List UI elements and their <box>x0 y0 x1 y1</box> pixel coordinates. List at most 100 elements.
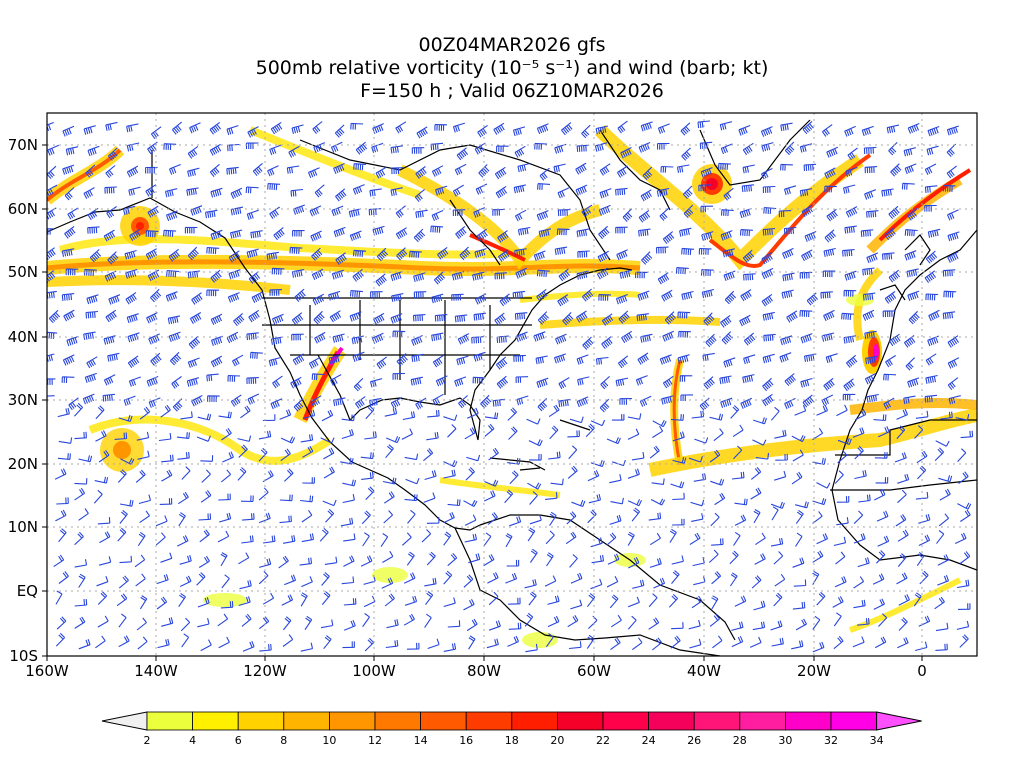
wind-barb <box>734 514 747 526</box>
wind-barb <box>783 226 797 235</box>
wind-barb <box>349 230 362 241</box>
wind-barb <box>536 377 549 388</box>
wind-barb <box>943 290 957 298</box>
wind-barb <box>85 310 99 319</box>
wind-barb <box>660 165 674 173</box>
wind-barb <box>237 467 247 481</box>
wind-barb <box>136 431 150 441</box>
wind-barb <box>47 184 58 197</box>
wind-barb <box>64 187 75 201</box>
wind-barb <box>313 310 325 325</box>
wind-barb <box>904 229 918 237</box>
wind-barb <box>955 413 970 421</box>
wind-barb <box>516 395 529 406</box>
colorbar-swatch <box>648 711 695 731</box>
colorbar-label: 8 <box>280 734 287 747</box>
wind-barb <box>947 231 960 242</box>
wind-barb <box>301 576 313 588</box>
wind-barb <box>780 122 793 132</box>
wind-barb <box>816 404 829 416</box>
wind-barb <box>483 554 495 567</box>
wind-barb <box>898 617 908 631</box>
wind-barb <box>128 186 141 196</box>
wind-barb <box>565 531 577 545</box>
wind-barb <box>653 577 666 589</box>
wind-barb <box>749 636 762 648</box>
wind-barb <box>180 617 191 632</box>
wind-barb <box>616 165 628 178</box>
wind-barb <box>882 310 896 318</box>
wind-barb <box>946 165 958 179</box>
wind-barb <box>770 501 785 509</box>
wind-barb <box>237 435 252 442</box>
wind-barb <box>239 579 252 590</box>
wind-barb <box>210 187 223 198</box>
wind-barb <box>281 594 294 606</box>
wind-barb <box>682 185 693 199</box>
wind-barb <box>719 121 733 131</box>
wind-barb <box>363 595 376 608</box>
wind-barb <box>795 618 807 631</box>
wind-barb <box>365 405 375 420</box>
wind-barb <box>107 352 120 362</box>
wind-barb <box>381 577 394 589</box>
wind-barb <box>529 491 538 505</box>
wind-barb <box>333 397 346 407</box>
wind-barb <box>99 531 111 544</box>
wind-barb <box>771 637 784 647</box>
wind-barb <box>770 620 783 631</box>
wind-barb <box>97 517 111 525</box>
wind-barb <box>508 597 521 605</box>
wind-barb <box>527 482 542 490</box>
wind-barb <box>534 142 548 150</box>
wind-barb <box>774 470 787 481</box>
wind-barb <box>321 572 330 586</box>
wind-barb <box>803 163 817 172</box>
colorbar-swatch <box>374 711 421 731</box>
wind-barb <box>74 531 84 546</box>
wind-barb <box>456 355 469 366</box>
wind-barb <box>546 552 554 567</box>
wind-barb <box>171 121 183 135</box>
wind-barb <box>118 635 130 648</box>
wind-barb <box>369 188 382 197</box>
colorbar-label: 20 <box>550 734 564 747</box>
wind-barb <box>263 535 276 544</box>
wind-barb <box>606 532 617 546</box>
wind-barb <box>411 353 424 363</box>
wind-barb <box>617 355 629 369</box>
wind-barb <box>221 574 230 589</box>
wind-barb <box>507 407 518 421</box>
wind-barb <box>557 187 570 199</box>
wind-barb <box>691 513 704 522</box>
wind-barb <box>942 311 956 320</box>
wind-barbs <box>47 120 974 653</box>
wind-barb <box>355 396 366 409</box>
wind-barb <box>739 208 752 219</box>
wind-barb <box>774 429 787 439</box>
wind-barb <box>95 405 105 420</box>
wind-barb <box>495 356 508 370</box>
wind-barb <box>471 336 484 344</box>
wind-barb <box>135 573 146 587</box>
wind-barb <box>58 528 67 543</box>
wind-barb <box>527 527 536 542</box>
wind-barb <box>375 166 387 179</box>
wind-barb <box>845 354 858 368</box>
wind-barb <box>557 209 571 217</box>
wind-barb <box>385 436 401 444</box>
wind-barb <box>74 616 86 629</box>
wind-barb <box>431 209 444 222</box>
wind-barb <box>138 494 152 505</box>
wind-barb <box>582 336 594 350</box>
wind-barb <box>67 207 79 220</box>
lat-label-10n: 10N <box>8 518 38 536</box>
wind-barb <box>82 393 95 405</box>
wind-barb <box>365 486 375 500</box>
wind-barb <box>284 574 297 586</box>
wind-barb <box>824 167 836 180</box>
wind-barb <box>199 529 210 543</box>
wind-barb <box>145 248 158 260</box>
wind-barb <box>200 639 212 652</box>
wind-barb <box>116 593 128 607</box>
